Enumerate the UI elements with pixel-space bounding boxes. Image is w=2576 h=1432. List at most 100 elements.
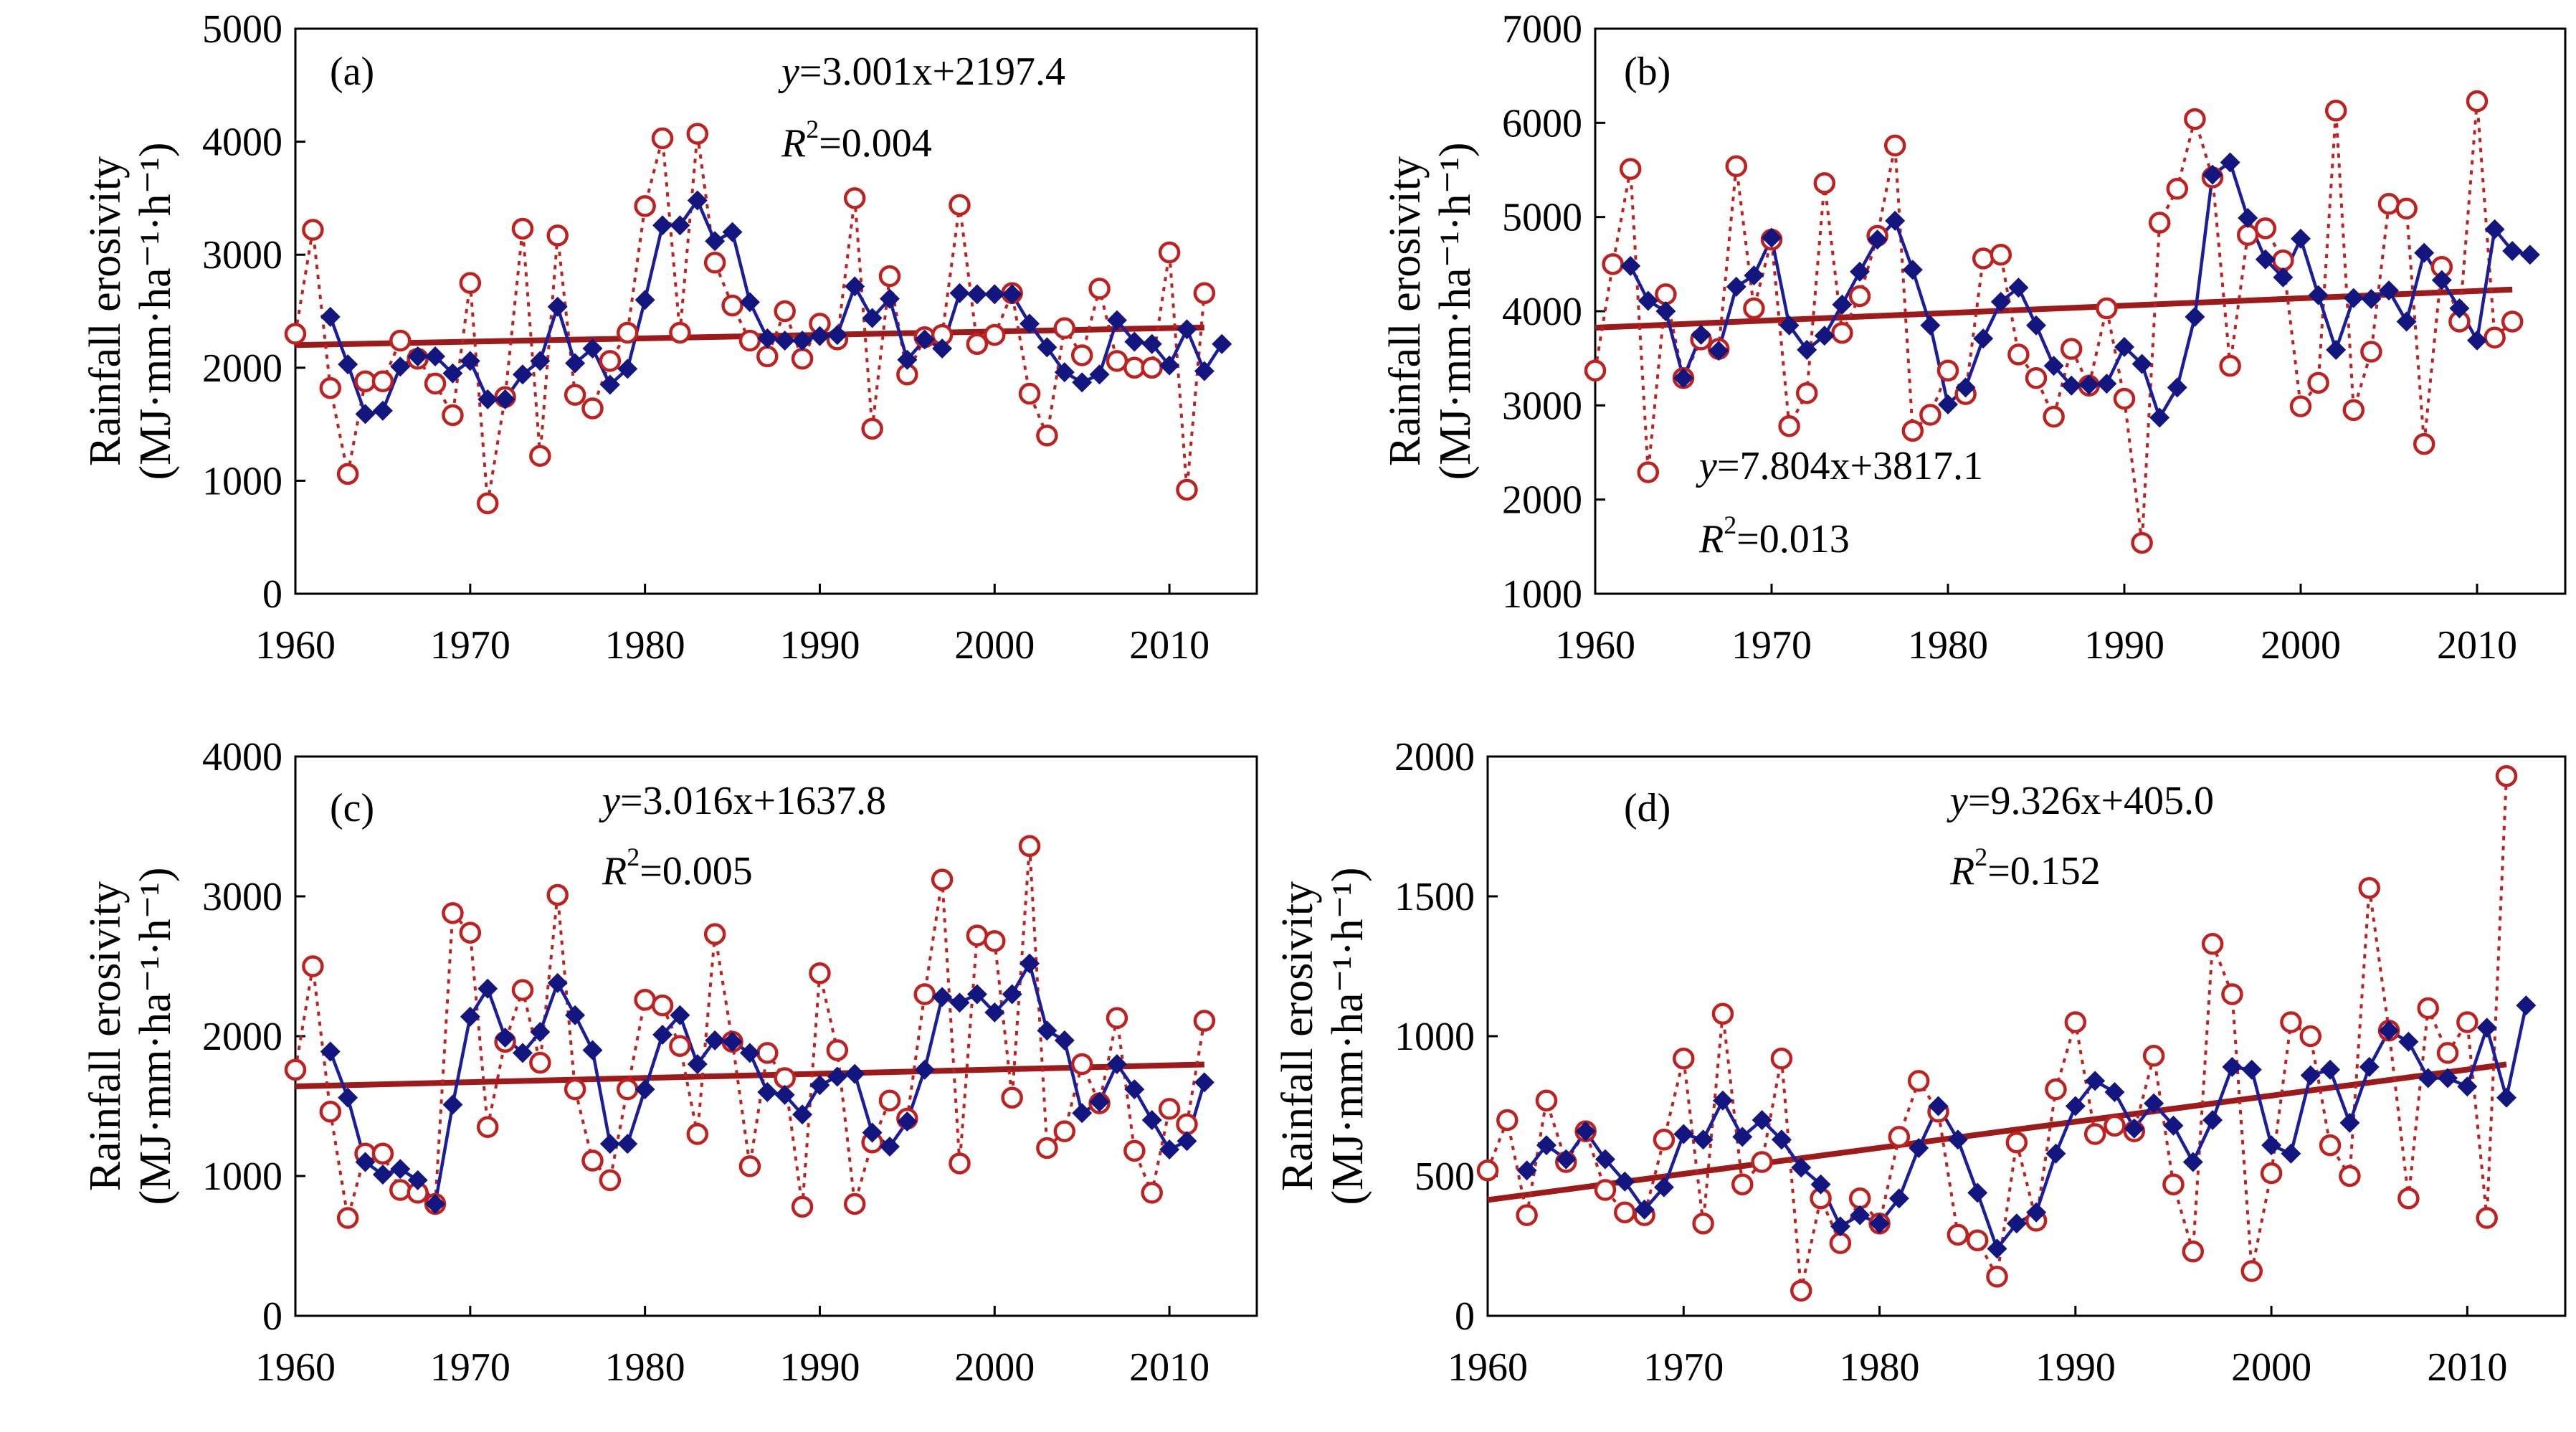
- annual-point: [1141, 1182, 1163, 1204]
- smoothed-point: [1089, 364, 1110, 385]
- annual-point: [2182, 1241, 2205, 1263]
- smoothed-point: [2379, 280, 2399, 301]
- smoothed-point: [355, 1152, 376, 1172]
- annual-point: [459, 272, 482, 294]
- smoothed-point: [984, 284, 1005, 305]
- smoothed-point: [652, 215, 673, 236]
- smoothed-point: [617, 359, 638, 379]
- smoothed-point: [1212, 333, 1232, 354]
- smoothed-point: [1194, 1072, 1215, 1093]
- smoothed-point: [2006, 1213, 2027, 1234]
- annual-point: [1990, 243, 2012, 266]
- annual-point: [774, 1067, 796, 1089]
- smoothed-point: [2026, 315, 2046, 336]
- annual-point: [1619, 158, 1642, 180]
- smoothed-point: [757, 1082, 778, 1102]
- smoothed-point: [2502, 240, 2523, 261]
- smoothed-point: [1020, 313, 1040, 334]
- annual-point: [1193, 282, 1216, 305]
- annual-series-line: [294, 845, 1206, 1219]
- annual-point: [2395, 197, 2418, 220]
- annual-point: [2260, 1162, 2283, 1185]
- annual-point: [371, 370, 394, 392]
- annual-point: [861, 417, 883, 440]
- r2-superscript: 2: [1724, 511, 1736, 539]
- smoothed-point: [1141, 333, 1162, 354]
- annual-point: [1158, 241, 1181, 264]
- regression-equation: y=3.016x+1637.8: [599, 779, 886, 823]
- annual-point: [1743, 297, 1765, 320]
- annual-point: [2162, 1173, 2185, 1195]
- x-tick-label: 1960: [255, 1345, 336, 1390]
- y-tick-label: 2000: [1394, 735, 1475, 779]
- annual-point: [703, 923, 726, 945]
- annual-point: [931, 868, 954, 891]
- smoothed-point: [1106, 1054, 1127, 1074]
- smoothed-point: [984, 1002, 1005, 1023]
- annual-point: [1673, 1047, 1695, 1070]
- smoothed-point: [460, 351, 480, 371]
- y-tick-label: 1000: [202, 459, 282, 503]
- smoothed-point: [1850, 1205, 1871, 1225]
- smoothed-point: [1832, 294, 1853, 315]
- annual-point: [878, 1089, 901, 1111]
- smoothed-point: [320, 1041, 341, 1062]
- annual-point: [1053, 1120, 1076, 1142]
- annual-point: [302, 955, 324, 977]
- annual-point: [2025, 366, 2048, 389]
- annual-point: [2113, 387, 2136, 410]
- smoothed-point: [635, 1079, 655, 1100]
- annual-point: [1018, 382, 1041, 405]
- annual-point: [1106, 350, 1128, 372]
- annual-point: [2495, 765, 2518, 787]
- annual-point: [2043, 405, 2065, 428]
- smoothed-point: [1990, 291, 2011, 312]
- smoothed-point: [1752, 1110, 1772, 1130]
- smoothed-point: [1955, 377, 1976, 398]
- trend-line: [295, 1061, 1204, 1090]
- equation-rhs: =7.804x+3817.1: [1717, 444, 1983, 488]
- smoothed-point: [1536, 1135, 1556, 1156]
- y-axis-units: (MJ·mm·ha⁻¹·h⁻¹): [1431, 142, 1480, 480]
- smoothed-point: [2476, 1018, 2497, 1038]
- annual-point: [2307, 371, 2329, 394]
- smoothed-point: [2238, 207, 2258, 228]
- x-tick-label: 2010: [1129, 623, 1209, 668]
- smoothed-point: [425, 1194, 446, 1214]
- annual-point: [476, 492, 499, 515]
- annual-point: [1193, 1010, 1216, 1032]
- smoothed-point: [1762, 227, 1782, 248]
- smoothed-point: [739, 292, 760, 313]
- smoothed-point: [1594, 1149, 1615, 1170]
- smoothed-point: [739, 1043, 760, 1063]
- annual-point: [2339, 1165, 2361, 1187]
- x-tick-label: 1960: [255, 623, 336, 668]
- r2-superscript: 2: [806, 115, 819, 143]
- smoothed-point: [355, 404, 376, 425]
- smoothed-point: [792, 330, 813, 351]
- annual-point: [1614, 1201, 1636, 1223]
- smoothed-point: [1124, 1079, 1145, 1100]
- annual-point: [459, 921, 482, 944]
- annual-point: [984, 930, 1006, 952]
- r-squared: R2=0.013: [1698, 511, 1850, 561]
- smoothed-point: [2300, 1065, 2321, 1086]
- annual-point: [442, 404, 464, 427]
- smoothed-point: [1141, 1110, 1162, 1130]
- smoothed-point: [1072, 372, 1093, 393]
- smoothed-point: [1194, 361, 1215, 381]
- smoothed-point: [512, 1043, 533, 1063]
- r2-value: =0.013: [1736, 517, 1850, 561]
- annual-point: [1901, 419, 1924, 442]
- smoothed-point: [407, 1170, 428, 1190]
- smoothed-point: [2496, 1087, 2517, 1108]
- annual-point: [1036, 425, 1058, 447]
- smoothed-point: [442, 1094, 463, 1115]
- y-tick-label: 4000: [1502, 290, 1582, 334]
- smoothed-point: [1638, 290, 1658, 311]
- smoothed-point: [2045, 1143, 2066, 1164]
- annual-point: [371, 1142, 394, 1165]
- smoothed-point: [809, 1075, 830, 1096]
- annual-point: [2397, 1187, 2420, 1210]
- smoothed-point: [2308, 285, 2329, 305]
